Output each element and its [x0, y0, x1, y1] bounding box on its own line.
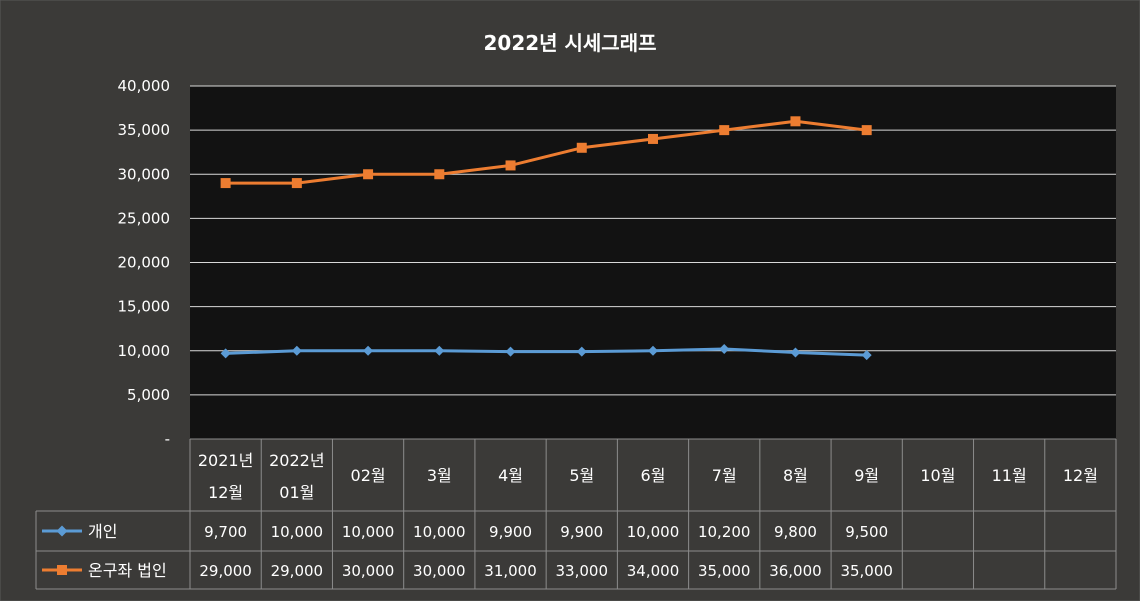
x-tick-label: 5월	[569, 466, 594, 485]
table-value: 35,000	[698, 562, 751, 580]
series-2-point	[291, 178, 302, 189]
x-tick-label: 9월	[854, 466, 879, 485]
series-2-point	[505, 160, 516, 171]
y-tick-label: 5,000	[127, 386, 170, 404]
series-lines	[220, 116, 872, 361]
series-2-point	[790, 116, 801, 127]
y-tick-label: 10,000	[118, 342, 171, 360]
table-value: 31,000	[484, 562, 537, 580]
y-tick-label: -	[165, 430, 170, 448]
table-value: 30,000	[413, 562, 466, 580]
x-tick-label: 12월	[208, 483, 243, 502]
data-table: 2021년 12월 2022년 01월 02월 3월 4월 5월 6월 7월 8월 9월 10월 11월 1…	[35, 438, 1117, 590]
table-value: 36,000	[769, 562, 822, 580]
x-tick-label: 10월	[920, 466, 955, 485]
series-2-legend-label: 온구좌 법인	[88, 561, 167, 580]
table-value: 10,000	[413, 523, 466, 541]
table-value: 10,200	[698, 523, 751, 541]
table-value: 29,000	[271, 562, 324, 580]
series-2-line	[225, 119, 867, 185]
table-value: 10,000	[627, 523, 680, 541]
table-value: 9,700	[204, 523, 247, 541]
series-1-line	[225, 347, 867, 357]
series-1-point	[505, 346, 516, 357]
y-tick-label: 30,000	[118, 165, 171, 183]
x-tick-label: 2021년	[198, 451, 253, 470]
series-1-point	[719, 343, 730, 354]
x-tick-label: 6월	[641, 466, 666, 485]
series-1-point	[434, 345, 445, 356]
series-1-point	[648, 345, 658, 356]
x-tick-label: 11월	[992, 466, 1027, 485]
series-2-point	[648, 133, 658, 144]
series-2-point	[576, 142, 587, 153]
chart-title: 2022년 시세그래프	[483, 31, 656, 55]
series-2-point	[363, 169, 374, 180]
table-value: 10,000	[271, 523, 324, 541]
series-1-point	[220, 348, 231, 359]
table-value: 30,000	[342, 562, 395, 580]
x-tick-label: 12월	[1063, 466, 1098, 485]
series-1-point	[790, 347, 801, 358]
y-tick-label: 15,000	[118, 298, 171, 316]
series-2-point	[861, 125, 872, 136]
series-1-legend-label: 개인	[88, 522, 117, 541]
table-value: 10,000	[342, 523, 395, 541]
series-1-legend-marker	[56, 525, 68, 537]
y-tick-label: 25,000	[118, 209, 171, 227]
table-value: 35,000	[840, 562, 893, 580]
table-value: 9,800	[774, 523, 817, 541]
x-tick-label: 7월	[712, 466, 737, 485]
series-1-point	[861, 350, 872, 361]
series-1-point	[363, 345, 374, 356]
x-tick-label: 02월	[351, 466, 386, 485]
y-tick-label: 35,000	[118, 121, 171, 139]
y-axis-ticks: - 5,000 10,000 15,000 20,000 25,000 30,000 35,0…	[118, 77, 171, 448]
series-1-point	[576, 346, 587, 357]
series-2-point	[434, 169, 445, 180]
y-tick-label: 40,000	[118, 77, 171, 95]
table-value: 9,900	[489, 523, 532, 541]
table-value: 9,500	[845, 523, 888, 541]
series-1-point	[291, 345, 302, 356]
y-tick-label: 20,000	[118, 254, 171, 272]
x-tick-label: 3월	[427, 466, 452, 485]
series-2-point	[220, 178, 231, 189]
series-2-legend-marker	[57, 565, 67, 575]
series-2-point	[719, 125, 730, 136]
table-value: 9,900	[560, 523, 603, 541]
gridlines	[190, 85, 1116, 396]
x-tick-label: 4월	[498, 466, 523, 485]
x-tick-label: 01월	[279, 483, 314, 502]
x-tick-label: 8월	[783, 466, 808, 485]
table-value: 29,000	[199, 562, 252, 580]
table-value: 33,000	[556, 562, 609, 580]
table-value: 34,000	[627, 562, 680, 580]
x-tick-label: 2022년	[269, 451, 324, 470]
